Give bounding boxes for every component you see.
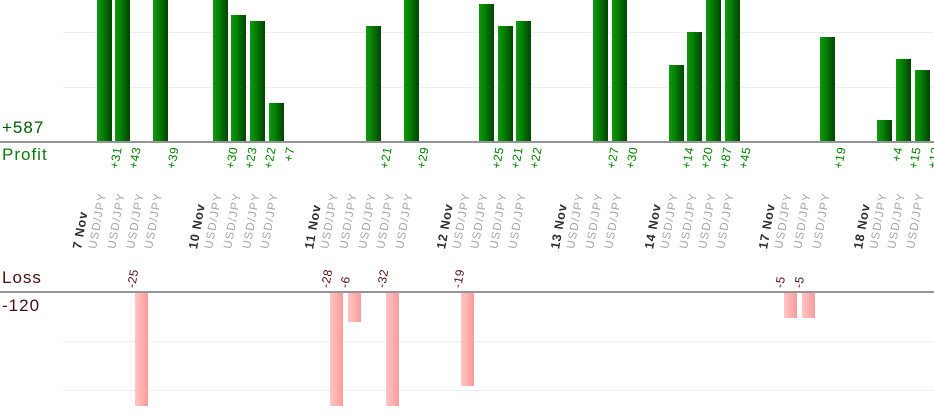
loss-total: -120: [2, 296, 41, 315]
profit-bar: [877, 119, 892, 142]
profit-bar: [403, 0, 419, 142]
profit-bar: [820, 37, 836, 142]
profit-bar: [914, 70, 930, 142]
profit-bar: [593, 0, 609, 142]
loss-value-label: -6: [337, 275, 353, 289]
loss-bar: [385, 293, 399, 406]
instrument-label: USD/JPY: [715, 191, 738, 250]
profit-bar: [268, 103, 284, 142]
profit-value-label: +30: [223, 145, 241, 170]
instrument-label: USD/JPY: [602, 191, 625, 250]
profit-value-label: +43: [126, 145, 144, 170]
loss-axis-label: Loss: [2, 268, 42, 287]
profit-bar: [706, 0, 722, 142]
loss-value-label: -5: [772, 275, 789, 289]
profit-bar: [612, 0, 628, 142]
profit-bar: [115, 0, 131, 142]
profit-value-label: +29: [414, 145, 433, 170]
profit-value-label: +20: [698, 145, 716, 170]
profit-bar: [497, 26, 513, 142]
loss-axis-line: [0, 291, 934, 293]
instrument-label: USD/JPY: [810, 191, 833, 250]
profit-axis-line: [0, 141, 934, 143]
loss-value-label: -25: [123, 268, 141, 289]
profit-value-label: +27: [604, 145, 622, 170]
instrument-label: USD/JPY: [143, 191, 166, 250]
profit-value-label: +15: [906, 145, 925, 170]
profit-bar: [478, 4, 494, 142]
profit-bar: [231, 15, 247, 142]
profit-bar: [96, 0, 112, 142]
profit-bar: [687, 31, 703, 142]
profit-value-label: +21: [508, 145, 526, 170]
profit-bar: [516, 20, 532, 142]
loss-value-label: -28: [318, 268, 336, 289]
profit-bar: [366, 26, 382, 142]
profit-value-label: +87: [716, 145, 735, 170]
profit-value-label: +30: [622, 145, 641, 170]
profit-total: +587: [2, 118, 45, 137]
profit-value-label: +45: [735, 145, 754, 170]
loss-value-label: -5: [791, 275, 807, 289]
profit-bar: [250, 20, 266, 142]
loss-bar: [329, 293, 343, 406]
instrument-label: USD/JPY: [259, 191, 282, 250]
profit-bar: [724, 0, 740, 142]
profit-axis-label: Profit: [2, 145, 48, 164]
loss-bar: [461, 293, 474, 387]
profit-value-label: +19: [830, 145, 849, 170]
profit-bar: [668, 64, 684, 142]
profit-value-label: +25: [489, 145, 508, 170]
profit-bar: [212, 0, 228, 142]
profit-value-label: +4: [888, 145, 906, 163]
profit-bar: [895, 59, 911, 142]
instrument-label: USD/JPY: [394, 191, 417, 250]
profit-value-label: +7: [280, 145, 298, 163]
profit-value-label: +23: [242, 145, 260, 170]
loss-gridline: [63, 390, 934, 391]
profit-value-label: +21: [376, 145, 395, 170]
loss-bar: [348, 293, 362, 323]
loss-bar: [783, 293, 797, 318]
instrument-label: USD/JPY: [905, 191, 928, 250]
profit-value-label: +14: [679, 145, 697, 170]
profit-value-label: +13: [925, 145, 934, 170]
loss-bar: [802, 293, 816, 318]
loss-value-label: -19: [449, 268, 467, 289]
profit-bar: [152, 0, 168, 142]
profit-value-label: +39: [163, 145, 182, 170]
loss-value-label: -32: [374, 268, 392, 289]
profit-value-label: +31: [107, 145, 125, 170]
loss-gridline: [63, 341, 934, 342]
profit-value-label: +22: [527, 145, 545, 170]
instrument-label: USD/JPY: [507, 191, 529, 250]
profit-value-label: +22: [260, 145, 279, 170]
loss-bar: [135, 293, 149, 406]
